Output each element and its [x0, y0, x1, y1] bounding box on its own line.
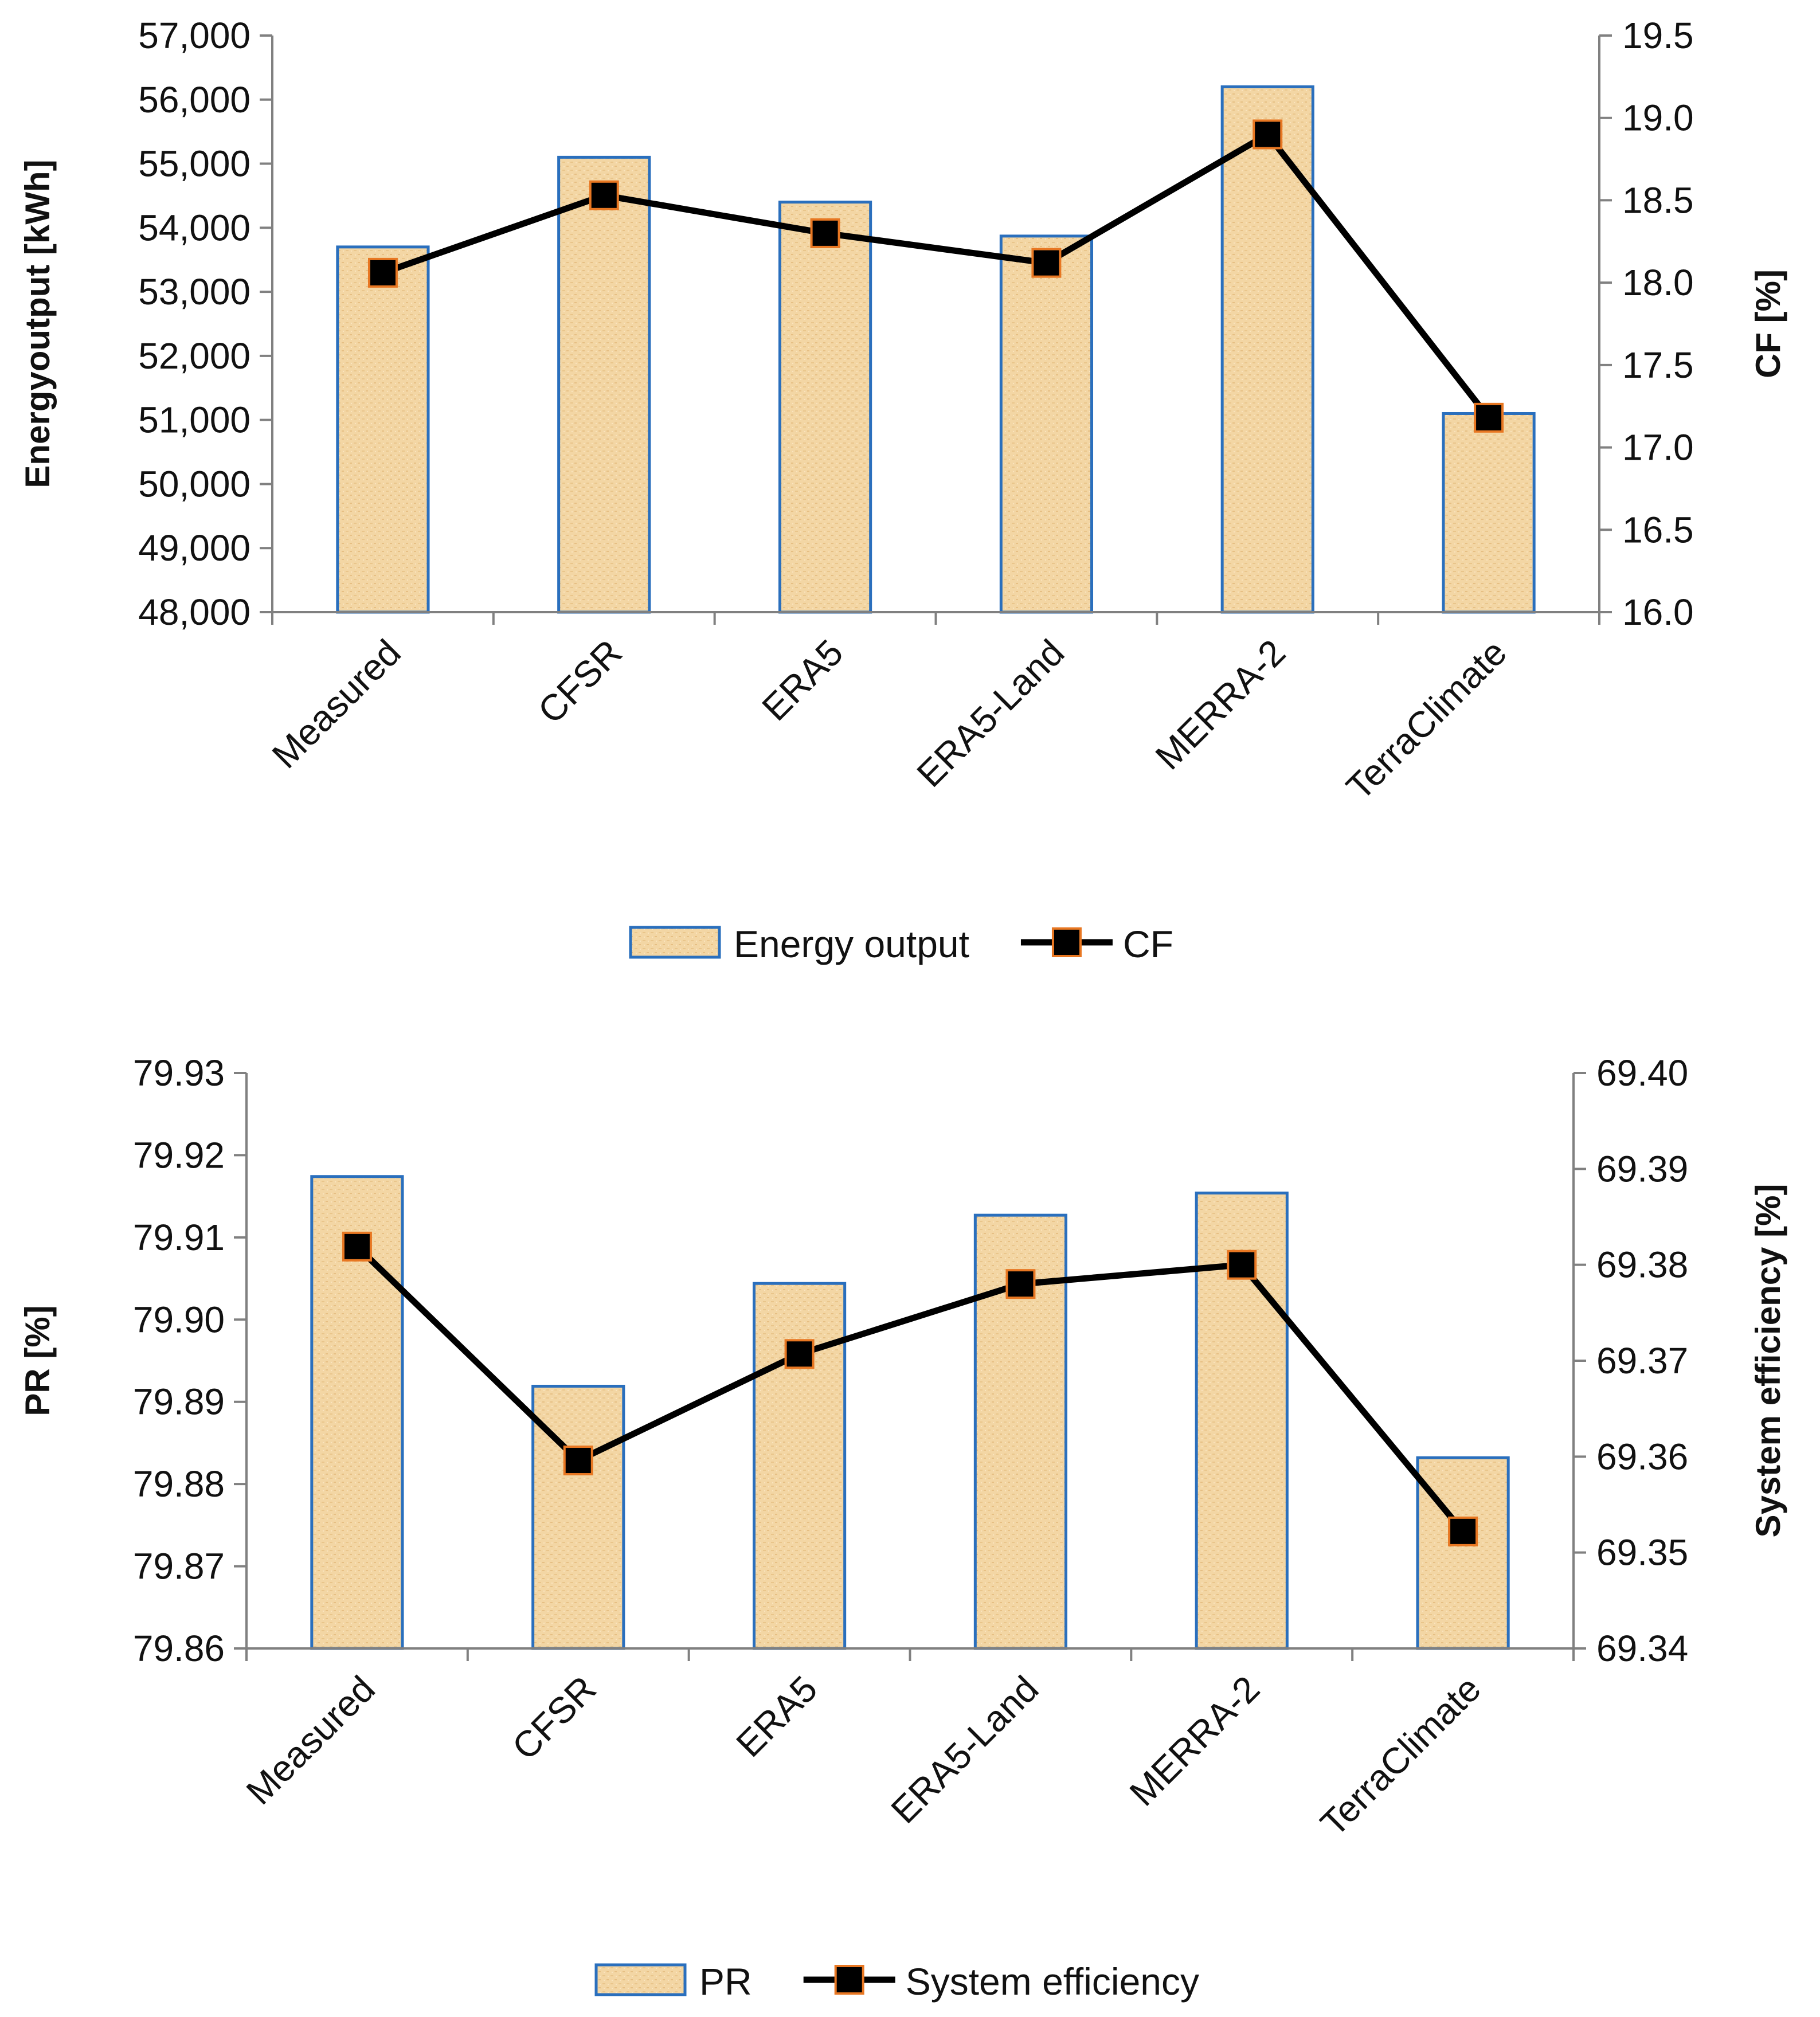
left-tick-label: 51,000: [138, 400, 251, 441]
right-tick-label: 19.0: [1622, 97, 1694, 139]
marker-era5-land: [1005, 1269, 1036, 1299]
marker-era5: [784, 1339, 815, 1369]
category-label-merra-2: MERRA-2: [1148, 632, 1294, 778]
right-axis-title: CF [%]: [1749, 269, 1787, 378]
marker-era5: [810, 218, 840, 248]
bar-terraclimate: [1442, 412, 1536, 614]
marker-merra-2: [1253, 119, 1283, 150]
category-label-era5-land: ERA5-Land: [909, 632, 1072, 795]
line-system-efficiency: [355, 1244, 1466, 1534]
bar-era5: [752, 1282, 847, 1650]
left-tick-label: 79.87: [133, 1546, 225, 1587]
right-tick-label: 19.5: [1622, 15, 1694, 56]
right-tick-label: 16.0: [1622, 592, 1694, 633]
left-tick-label: 55,000: [138, 143, 251, 185]
right-tick-label: 69.36: [1596, 1436, 1688, 1477]
left-tick-label: 79.88: [133, 1463, 225, 1505]
right-tick-label: 69.39: [1596, 1148, 1688, 1189]
category-label-cfsr: CFSR: [530, 632, 630, 731]
left-tick-label: 54,000: [138, 207, 251, 248]
left-tick-label: 79.86: [133, 1628, 225, 1669]
category-label-era5-land: ERA5-Land: [883, 1668, 1046, 1831]
legend-swatch-energy-output: [629, 926, 721, 959]
category-label-measured: Measured: [238, 1668, 383, 1812]
right-tick-label: 17.5: [1622, 344, 1694, 386]
category-label-cfsr: CFSR: [504, 1668, 604, 1768]
right-tick-label: 69.34: [1596, 1628, 1688, 1669]
legend-label-pr: PR: [699, 1960, 752, 2003]
right-tick-label: 69.35: [1596, 1532, 1688, 1573]
marker-terraclimate: [1448, 1516, 1478, 1546]
left-tick-label: 52,000: [138, 335, 251, 377]
marker-measured: [367, 257, 398, 288]
category-label-era5: ERA5: [754, 632, 851, 729]
right-tick-label: 16.5: [1622, 509, 1694, 550]
legend-label-cf: CF: [1123, 923, 1173, 965]
legend-marker-cf: [1051, 927, 1082, 957]
marker-measured: [342, 1231, 372, 1262]
left-tick-label: 49,000: [138, 527, 251, 569]
left-tick-label: 79.92: [133, 1134, 225, 1176]
bar-terraclimate: [1416, 1456, 1510, 1650]
bar-merra-2: [1220, 85, 1314, 614]
legend-swatch-pr: [594, 1963, 687, 1996]
left-tick-label: 56,000: [138, 79, 251, 120]
left-axis-title: Energyoutput [kWh]: [18, 159, 57, 488]
marker-terraclimate: [1474, 402, 1504, 433]
right-tick-label: 18.5: [1622, 179, 1694, 221]
right-tick-label: 69.40: [1596, 1052, 1688, 1094]
energy-cf-chart: 48,000 49,000 50,000 51,000 52,000 53,000 54,0…: [18, 15, 1787, 965]
pr-efficiency-chart: 79.86 79.87 79.88 79.89 79.90 79.91 79.92 79.93…: [18, 1052, 1787, 2003]
left-tick-label: 79.89: [133, 1381, 225, 1423]
right-axis-title: System efficiency [%]: [1749, 1184, 1787, 1538]
marker-cfsr: [589, 180, 619, 210]
line-cf: [382, 131, 1492, 420]
left-axis-title: PR [%]: [18, 1305, 57, 1416]
right-tick-label: 18.0: [1622, 262, 1694, 303]
left-tick-label: 57,000: [138, 15, 251, 56]
marker-era5-land: [1031, 248, 1062, 278]
left-tick-label: 79.90: [133, 1299, 225, 1340]
category-label-measured: Measured: [264, 632, 409, 776]
right-tick-label: 69.37: [1596, 1340, 1688, 1381]
right-tick-label: 17.0: [1622, 427, 1694, 468]
bar-measured: [336, 245, 430, 614]
legend-label-energy-output: Energy output: [734, 923, 969, 965]
left-tick-label: 50,000: [138, 463, 251, 504]
left-tick-label: 79.93: [133, 1052, 225, 1094]
left-tick-label: 48,000: [138, 592, 251, 633]
left-tick-label: 79.91: [133, 1217, 225, 1258]
left-tick-label: 53,000: [138, 271, 251, 312]
category-label-merra-2: MERRA-2: [1122, 1668, 1268, 1814]
marker-cfsr: [563, 1446, 593, 1476]
legend-label-system-efficiency: System efficiency: [906, 1960, 1199, 2003]
category-label-terraclimate: TerraClimate: [1313, 1668, 1489, 1844]
bar-era5-land: [999, 234, 1094, 614]
bar-era5: [778, 201, 872, 614]
bar-cfsr: [557, 155, 651, 614]
category-label-era5: ERA5: [728, 1668, 825, 1765]
category-label-terraclimate: TerraClimate: [1338, 632, 1514, 808]
right-tick-label: 69.38: [1596, 1244, 1688, 1286]
marker-merra-2: [1227, 1250, 1257, 1280]
legend-marker-system-efficiency: [834, 1965, 864, 1995]
